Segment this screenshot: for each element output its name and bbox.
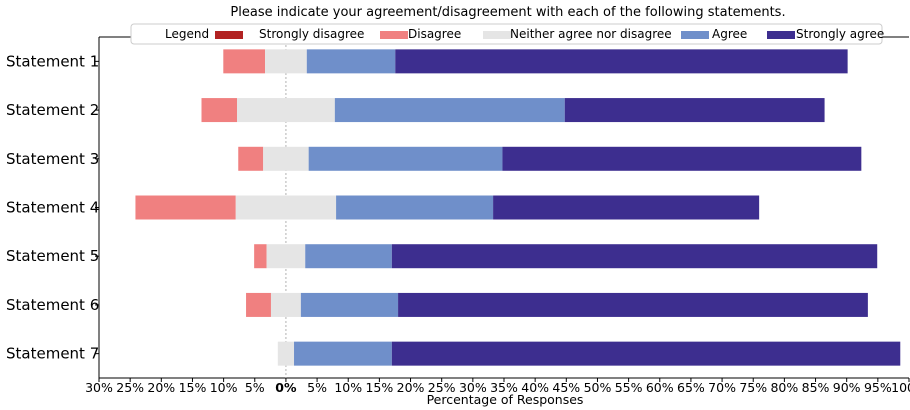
legend-swatch [681, 31, 709, 39]
x-tick-label: 70% [708, 380, 736, 395]
bar-segment [398, 293, 868, 317]
category-label: Statement 3 [6, 150, 99, 168]
x-tick-label: 10% [210, 380, 238, 395]
x-tick-label: 5% [307, 380, 327, 395]
x-tick-label: 15% [179, 380, 207, 395]
bar-segment [305, 244, 392, 268]
bar-segment [263, 147, 308, 171]
x-tick-label: 75% [739, 380, 767, 395]
category-label: Statement 4 [6, 199, 99, 217]
legend-swatch [215, 31, 243, 39]
bar-segment [254, 244, 266, 268]
x-tick-label: 80% [770, 380, 798, 395]
category-label: Statement 6 [6, 296, 99, 314]
x-tick-label: 55% [615, 380, 643, 395]
legend-swatch [483, 31, 511, 39]
bar-segment [336, 196, 493, 220]
bar-segment [237, 98, 335, 122]
bar-segment [392, 342, 900, 366]
x-tick-label: 65% [677, 380, 705, 395]
x-tick-label: 90% [833, 380, 861, 395]
bar-segment [238, 147, 263, 171]
legend-label: Strongly agree [796, 27, 884, 41]
x-tick-label: 20% [147, 380, 175, 395]
bar-segment [246, 293, 271, 317]
legend-title: Legend [165, 27, 209, 41]
legend-label: Strongly disagree [259, 27, 364, 41]
bar-segment [201, 98, 237, 122]
x-tick-label: 85% [802, 380, 830, 395]
x-axis-label: Percentage of Responses [427, 392, 584, 407]
bar-segment [271, 293, 301, 317]
legend-label: Disagree [408, 27, 461, 41]
x-tick-label: 60% [646, 380, 674, 395]
x-tick-label: 20% [397, 380, 425, 395]
bar-segment [335, 98, 565, 122]
plot-area: 30% 25% 20% 15% 10% 5% 0% 5% 10% 15% 20% 25% 30% 35% 4… [6, 37, 910, 395]
bar-segment [502, 147, 861, 171]
bar-segment [307, 49, 395, 73]
x-tick-label: 50% [584, 380, 612, 395]
legend: Legend Strongly disagree Disagree Neither … [131, 24, 884, 44]
legend-swatch [380, 31, 408, 39]
chart-title: Please indicate your agreement/disagreem… [230, 5, 785, 20]
category-label: Statement 5 [6, 247, 99, 265]
x-tick-label: 100% [891, 380, 910, 395]
bar-segment [135, 196, 235, 220]
bar-segment [493, 196, 759, 220]
bar-segment [565, 98, 825, 122]
x-tick-label: 95% [864, 380, 892, 395]
legend-swatch [767, 31, 795, 39]
bar-segment [392, 244, 877, 268]
bar-segment [395, 49, 847, 73]
bar-segment [267, 244, 306, 268]
bar-segment [278, 342, 294, 366]
bar-segment [265, 49, 307, 73]
bar-segment [301, 293, 398, 317]
x-tick-label: 10% [334, 380, 362, 395]
bar-segment [309, 147, 503, 171]
category-label: Statement 2 [6, 101, 99, 119]
legend-label: Agree [712, 27, 747, 41]
x-tick-label: 25% [116, 380, 144, 395]
bar-segment [236, 196, 336, 220]
x-tick-label: 30% [85, 380, 113, 395]
x-tick-label: 15% [365, 380, 393, 395]
x-tick-label: 5% [245, 380, 265, 395]
x-tick-label: 0% [275, 380, 297, 395]
bar-segment [223, 49, 265, 73]
category-label: Statement 1 [6, 52, 99, 70]
category-label: Statement 7 [6, 345, 99, 363]
bar-segment [294, 342, 392, 366]
legend-label: Neither agree nor disagree [510, 27, 672, 41]
